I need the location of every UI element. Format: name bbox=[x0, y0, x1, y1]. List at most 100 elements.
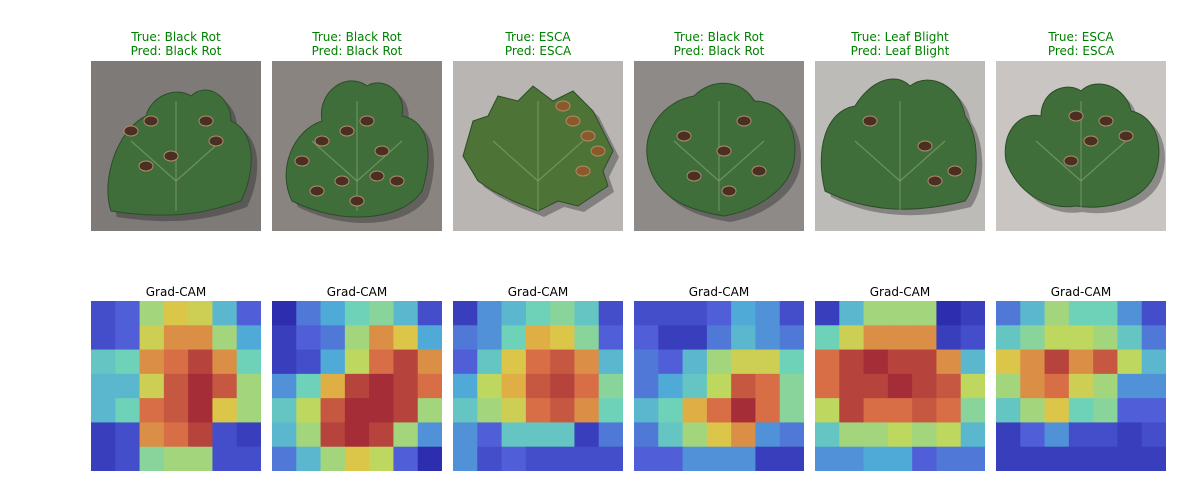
heatmap-cell bbox=[550, 446, 575, 471]
heatmap-cell bbox=[212, 446, 238, 471]
heatmap-cell bbox=[1117, 349, 1143, 375]
heatmap-cell bbox=[706, 325, 732, 351]
leaf-body bbox=[1004, 83, 1160, 208]
heatmap-cell bbox=[525, 398, 551, 423]
heatmap-cell bbox=[574, 301, 600, 326]
heatmap-cell bbox=[912, 398, 937, 423]
heatmap-cell bbox=[272, 398, 297, 423]
heatmap-cell bbox=[212, 398, 238, 423]
heatmap-cell bbox=[453, 398, 478, 423]
heatmap-cell bbox=[139, 422, 165, 448]
heatmap-cell bbox=[477, 349, 503, 375]
heatmap-cell bbox=[236, 349, 261, 375]
heatmap-cell bbox=[706, 422, 732, 448]
heatmap-cell bbox=[887, 373, 913, 399]
lesion-spot bbox=[580, 130, 596, 142]
heatmap-cell bbox=[115, 373, 141, 399]
heatmap-cell bbox=[1068, 446, 1094, 471]
heatmap-cell bbox=[417, 446, 442, 471]
heatmap-cell bbox=[369, 398, 394, 423]
heatmap-cell bbox=[755, 325, 781, 351]
heatmap-cell bbox=[188, 373, 213, 399]
heatmap-cell bbox=[731, 446, 756, 471]
heatmap-cell bbox=[936, 422, 962, 448]
heatmap-cell bbox=[91, 349, 116, 375]
heatmap-cell bbox=[453, 301, 478, 326]
heatmap-cell bbox=[453, 422, 478, 448]
heatmap-cell bbox=[574, 325, 600, 351]
heatmap-cell bbox=[996, 422, 1021, 448]
pred-label: Pred: Leaf Blight bbox=[850, 44, 950, 58]
gradcam-heatmap bbox=[815, 301, 985, 471]
heatmap-cell bbox=[91, 325, 116, 351]
heatmap-cell bbox=[344, 349, 370, 375]
heatmap-cell bbox=[320, 422, 346, 448]
leaf-image bbox=[91, 61, 261, 231]
heatmap-cell bbox=[634, 301, 659, 326]
lesion-spot bbox=[1068, 110, 1084, 122]
heatmap-cell bbox=[598, 349, 623, 375]
lesion-spot bbox=[339, 125, 355, 137]
heatmap-cell bbox=[1044, 446, 1070, 471]
gradcam-title: Grad-CAM bbox=[326, 285, 388, 299]
heatmap-cell bbox=[139, 398, 165, 423]
heatmap-cell bbox=[417, 301, 442, 326]
heatmap-cell bbox=[996, 301, 1021, 326]
pred-label: Pred: ESCA bbox=[504, 44, 572, 58]
lesion-spot bbox=[389, 175, 405, 187]
heatmap-cell bbox=[393, 325, 419, 351]
heatmap-cell bbox=[369, 325, 394, 351]
heatmap-cell bbox=[163, 398, 189, 423]
heatmap-cell bbox=[815, 373, 840, 399]
heatmap-cell bbox=[236, 373, 261, 399]
heatmap-cell bbox=[731, 301, 756, 326]
heatmap-cell bbox=[912, 422, 937, 448]
leaf-vein bbox=[854, 140, 901, 182]
heatmap-cell bbox=[393, 422, 419, 448]
heatmap-cell bbox=[839, 398, 865, 423]
heatmap-cell bbox=[453, 349, 478, 375]
leaf-vein bbox=[1035, 140, 1082, 182]
heatmap-cell bbox=[1068, 325, 1094, 351]
heatmap-cell bbox=[1044, 422, 1070, 448]
gradcam-heatmap bbox=[634, 301, 804, 471]
heatmap-cell bbox=[296, 422, 322, 448]
heatmap-cell bbox=[682, 301, 708, 326]
heatmap-cell bbox=[960, 301, 985, 326]
lesion-spot bbox=[555, 100, 571, 112]
heatmap-cell bbox=[91, 446, 116, 471]
heatmap-cell bbox=[598, 325, 623, 351]
heatmap-cell bbox=[779, 398, 804, 423]
heatmap-cell bbox=[212, 422, 238, 448]
heatmap-cell bbox=[863, 373, 889, 399]
heatmap-cell bbox=[1117, 398, 1143, 423]
heatmap-cell bbox=[550, 349, 575, 375]
heatmap-cell bbox=[863, 422, 889, 448]
heatmap-cell bbox=[839, 301, 865, 326]
heatmap-cell bbox=[731, 422, 756, 448]
heatmap-cell bbox=[574, 398, 600, 423]
heatmap-cell bbox=[960, 349, 985, 375]
heatmap-cell bbox=[272, 373, 297, 399]
true-label: True: ESCA bbox=[505, 30, 571, 44]
heatmap-cell bbox=[188, 446, 213, 471]
true-label: True: Black Rot bbox=[674, 30, 764, 44]
lesion-spot bbox=[917, 140, 933, 152]
heatmap-cell bbox=[115, 325, 141, 351]
heatmap-cell bbox=[188, 301, 213, 326]
heatmap-cell bbox=[369, 422, 394, 448]
heatmap-cell bbox=[296, 301, 322, 326]
heatmap-cell bbox=[574, 373, 600, 399]
heatmap-cell bbox=[682, 349, 708, 375]
heatmap-cell bbox=[91, 398, 116, 423]
leaf-vein bbox=[899, 140, 946, 182]
heatmap-cell bbox=[996, 325, 1021, 351]
heatmap-cell bbox=[393, 301, 419, 326]
heatmap-cell bbox=[320, 349, 346, 375]
heatmap-cell bbox=[1141, 398, 1166, 423]
heatmap-cell bbox=[212, 325, 238, 351]
heatmap-cell bbox=[296, 398, 322, 423]
heatmap-cell bbox=[1020, 301, 1046, 326]
heatmap-cell bbox=[525, 446, 551, 471]
heatmap-cell bbox=[960, 325, 985, 351]
